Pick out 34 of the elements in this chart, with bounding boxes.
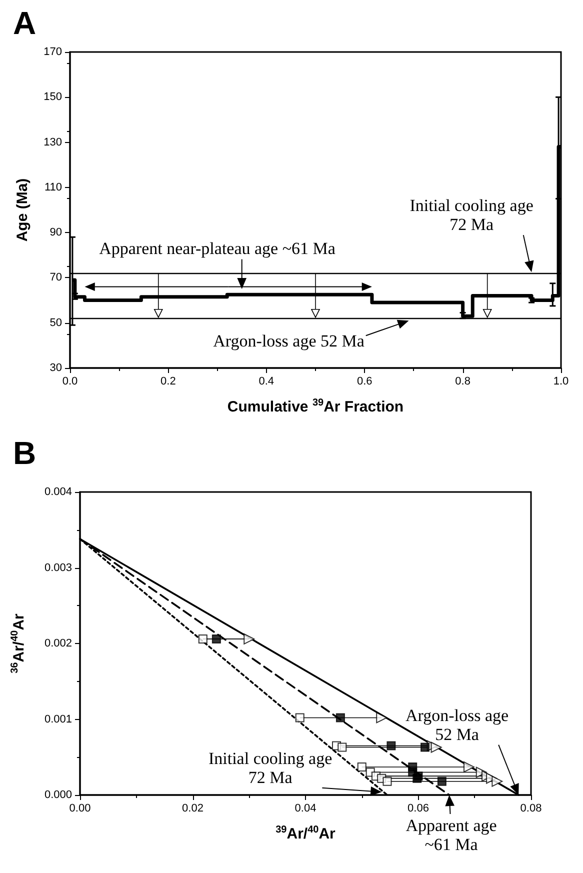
x-tick-label: 0.4 <box>258 376 274 388</box>
y-tick-label: 170 <box>44 46 62 58</box>
y-tick-label: 50 <box>50 316 62 329</box>
y-tick-label: 30 <box>50 362 62 374</box>
y-tick-label: 70 <box>50 272 62 284</box>
y-tick-label: 90 <box>50 226 62 239</box>
y-axis-title: Age (Ma) <box>14 178 31 242</box>
x-tick-label: 0.2 <box>160 376 176 388</box>
annotation: Argon-loss age 52 Ma <box>213 332 365 351</box>
annotation: Apparent age ~61 Ma <box>406 816 497 854</box>
y-tick-label: 130 <box>44 136 62 148</box>
x-tick-label: 1.0 <box>553 376 569 388</box>
y-tick-label: 0.001 <box>44 713 72 726</box>
x-tick-label: 0.0 <box>62 376 78 388</box>
y-axis-title: 36Ar/40Ar <box>10 613 28 674</box>
x-tick-label: 0.06 <box>408 802 429 814</box>
x-tick-label: 0.02 <box>182 802 204 814</box>
annotation: Apparent near-plateau age ~61 Ma <box>99 239 336 258</box>
x-tick-label: 0.08 <box>520 802 542 814</box>
annotation: Initial cooling age 72 Ma <box>208 748 332 787</box>
x-tick-label: 0.00 <box>69 802 91 814</box>
y-tick-label: 0.002 <box>44 638 72 650</box>
y-tick-label: 0.004 <box>44 486 72 498</box>
annotation: Initial cooling age 72 Ma <box>410 196 534 234</box>
x-tick-label: 0.8 <box>455 376 470 388</box>
chart-title: A <box>13 5 36 41</box>
y-tick-label: 0.000 <box>44 789 72 801</box>
x-tick-label: 0.04 <box>294 802 316 814</box>
y-tick-label: 0.003 <box>44 562 72 574</box>
y-tick-label: 150 <box>44 91 62 104</box>
annotation: Argon-loss age 52 Ma <box>405 706 509 744</box>
x-tick-label: 0.6 <box>356 376 372 388</box>
y-tick-label: 110 <box>44 181 62 194</box>
chart-title: B <box>13 435 36 471</box>
